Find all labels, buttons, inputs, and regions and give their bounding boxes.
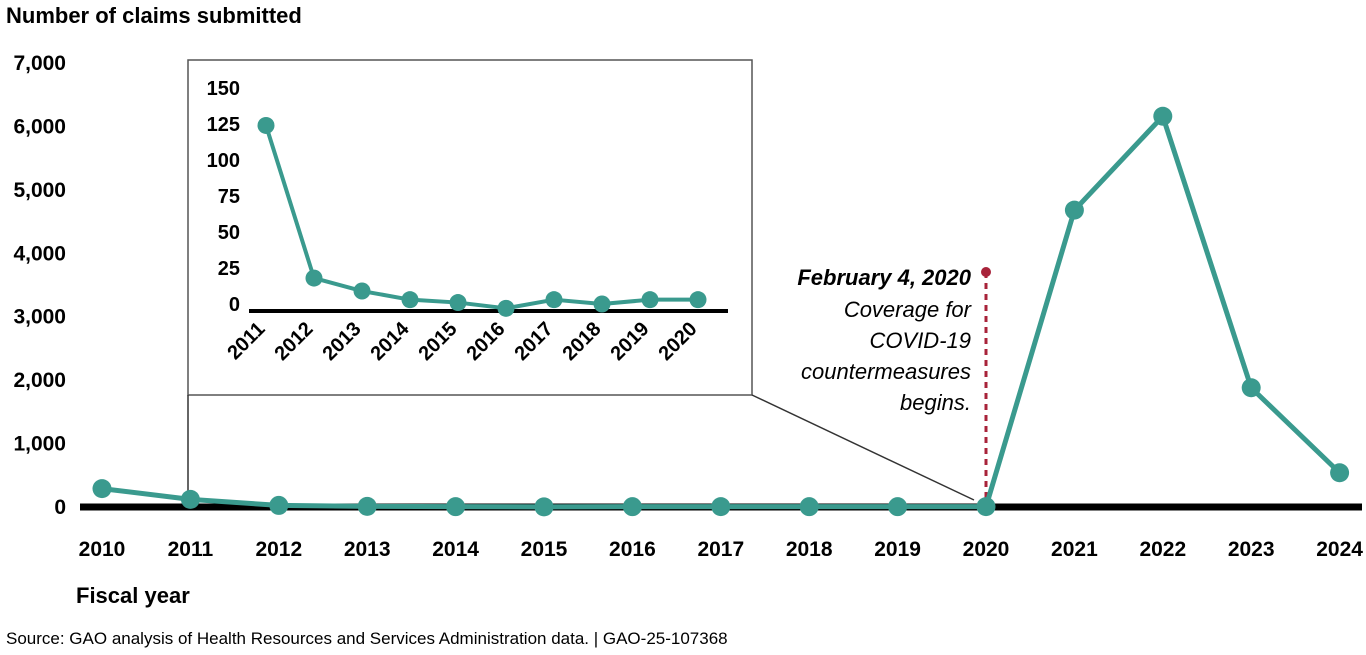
inset-series — [257, 116, 707, 317]
data-point — [976, 497, 996, 517]
inset-data-point — [497, 299, 515, 317]
annotation-line-2: COVID-19 — [870, 328, 971, 353]
x-tick-label: 2020 — [963, 538, 1010, 561]
inset-y-tick-label: 125 — [207, 114, 240, 136]
inset-y-tick-label: 50 — [218, 222, 240, 244]
inset-y-tick-label: 75 — [218, 186, 240, 208]
source-note: Source: GAO analysis of Health Resources… — [6, 629, 728, 648]
x-tick-label: 2018 — [786, 538, 833, 561]
x-tick-label: 2023 — [1228, 538, 1275, 561]
x-tick-label: 2012 — [255, 538, 302, 561]
x-tick-label: 2022 — [1139, 538, 1186, 561]
data-point — [1064, 200, 1084, 220]
y-tick-label: 3,000 — [13, 306, 66, 329]
annotation-line-4: begins. — [900, 390, 971, 415]
y-tick-label: 5,000 — [13, 179, 66, 202]
inset-data-point — [689, 291, 707, 309]
inset-data-point — [257, 116, 275, 134]
x-tick-label: 2024 — [1316, 538, 1363, 561]
inset-connector-right — [751, 394, 975, 501]
chart-title: Number of claims submitted — [6, 3, 302, 28]
inset-data-point — [545, 291, 563, 309]
data-point — [534, 497, 554, 517]
x-tick-label: 2017 — [697, 538, 744, 561]
x-tick-label: 2016 — [609, 538, 656, 561]
inset-data-point — [593, 295, 611, 313]
inset-y-tick-label: 0 — [229, 294, 240, 316]
x-tick-label: 2013 — [344, 538, 391, 561]
inset-y-tick-label: 25 — [218, 258, 240, 280]
x-tick-label: 2011 — [168, 538, 214, 561]
main-series — [92, 106, 1350, 517]
x-tick-label: 2019 — [874, 538, 921, 561]
data-point — [622, 497, 642, 517]
x-axis-label: Fiscal year — [76, 583, 190, 608]
y-tick-label: 1,000 — [13, 433, 66, 456]
x-tick-label: 2014 — [432, 538, 479, 561]
data-point — [92, 479, 112, 499]
inset-data-point — [353, 282, 371, 300]
data-point — [269, 495, 289, 515]
y-axis-ticks: 0 1,000 2,000 3,000 4,000 5,000 6,000 7,000 — [13, 52, 66, 519]
annotation-marker — [981, 267, 991, 277]
annotation-date: February 4, 2020 — [797, 265, 971, 290]
data-point — [711, 497, 731, 517]
x-tick-label: 2010 — [79, 538, 126, 561]
data-point — [1330, 463, 1350, 483]
inset-y-axis-ticks: 0 25 50 75 100 125 150 — [207, 78, 240, 316]
y-tick-label: 0 — [54, 496, 66, 519]
inset-data-point — [401, 291, 419, 309]
inset-series-line — [264, 124, 698, 311]
inset-data-point — [449, 294, 467, 312]
data-point — [446, 497, 466, 517]
x-tick-label: 2015 — [521, 538, 568, 561]
y-tick-label: 6,000 — [13, 115, 66, 138]
y-tick-label: 7,000 — [13, 52, 66, 75]
inset-y-tick-label: 150 — [207, 78, 240, 100]
data-point — [1153, 106, 1173, 126]
annotation-line-3: countermeasures — [801, 359, 971, 384]
x-axis-ticks: 2010 2011 2012 2013 2014 2015 2016 2017 2018 2019… — [79, 538, 1364, 561]
data-point — [1241, 378, 1261, 398]
annotation-line-1: Coverage for — [844, 297, 973, 322]
y-tick-label: 2,000 — [13, 369, 66, 392]
x-tick-label: 2021 — [1051, 538, 1098, 561]
inset-frame — [187, 59, 753, 396]
inset-data-point — [641, 291, 659, 309]
data-point — [357, 496, 377, 516]
data-point — [799, 497, 819, 517]
data-point — [888, 497, 908, 517]
inset-y-tick-label: 100 — [207, 150, 240, 172]
data-point — [180, 489, 200, 509]
y-tick-label: 4,000 — [13, 242, 66, 265]
inset-data-point — [305, 269, 323, 287]
